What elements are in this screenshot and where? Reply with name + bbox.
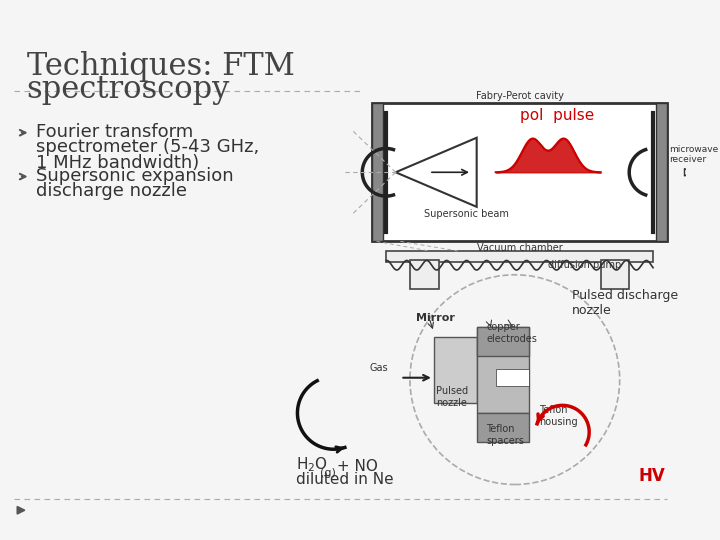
Polygon shape [395, 138, 477, 207]
Bar [600, 260, 629, 289]
Text: Pulsed
nozzle: Pulsed nozzle [436, 386, 468, 408]
Text: Fourier transform: Fourier transform [36, 123, 194, 141]
Text: HV: HV [639, 468, 665, 485]
Text: Teflon
spacers: Teflon spacers [486, 424, 524, 446]
Bar [372, 103, 383, 241]
Text: diluted in Ne: diluted in Ne [295, 472, 393, 488]
Text: 1 MHz bandwidth): 1 MHz bandwidth) [36, 154, 199, 172]
Text: diffusion pump: diffusion pump [548, 260, 621, 271]
Text: microwave
receiver: microwave receiver [670, 145, 719, 164]
Bar [410, 260, 438, 289]
Text: discharge nozzle: discharge nozzle [36, 183, 187, 200]
Text: Pulsed discharge
nozzle: Pulsed discharge nozzle [572, 289, 678, 317]
Text: + NO: + NO [332, 459, 377, 474]
Bar [477, 413, 529, 442]
Bar [477, 327, 529, 356]
Polygon shape [685, 168, 690, 176]
Text: spectrometer (5-43 GHz,: spectrometer (5-43 GHz, [36, 138, 259, 157]
Text: (g): (g) [320, 468, 336, 478]
Text: Teflon
housing: Teflon housing [539, 406, 577, 427]
Text: Vacuum chamber: Vacuum chamber [477, 244, 562, 253]
Text: H$_2$O: H$_2$O [295, 455, 328, 474]
Text: spectroscopy: spectroscopy [27, 73, 230, 105]
Bar [386, 251, 653, 262]
Text: Fabry-Perot cavity: Fabry-Perot cavity [476, 91, 564, 102]
Bar [477, 327, 529, 413]
Text: pol  pulse: pol pulse [520, 108, 594, 123]
Bar [496, 369, 529, 386]
Polygon shape [17, 507, 24, 514]
Text: Gas: Gas [370, 363, 389, 373]
Text: Supersonic expansion: Supersonic expansion [36, 167, 234, 185]
Text: Mirror: Mirror [415, 313, 454, 323]
Text: Techniques: FTM: Techniques: FTM [27, 51, 294, 82]
Bar [656, 103, 667, 241]
Bar [433, 337, 477, 403]
Text: copper
electrodes: copper electrodes [486, 322, 537, 344]
Bar [372, 103, 667, 241]
Text: Supersonic beam: Supersonic beam [424, 209, 509, 219]
